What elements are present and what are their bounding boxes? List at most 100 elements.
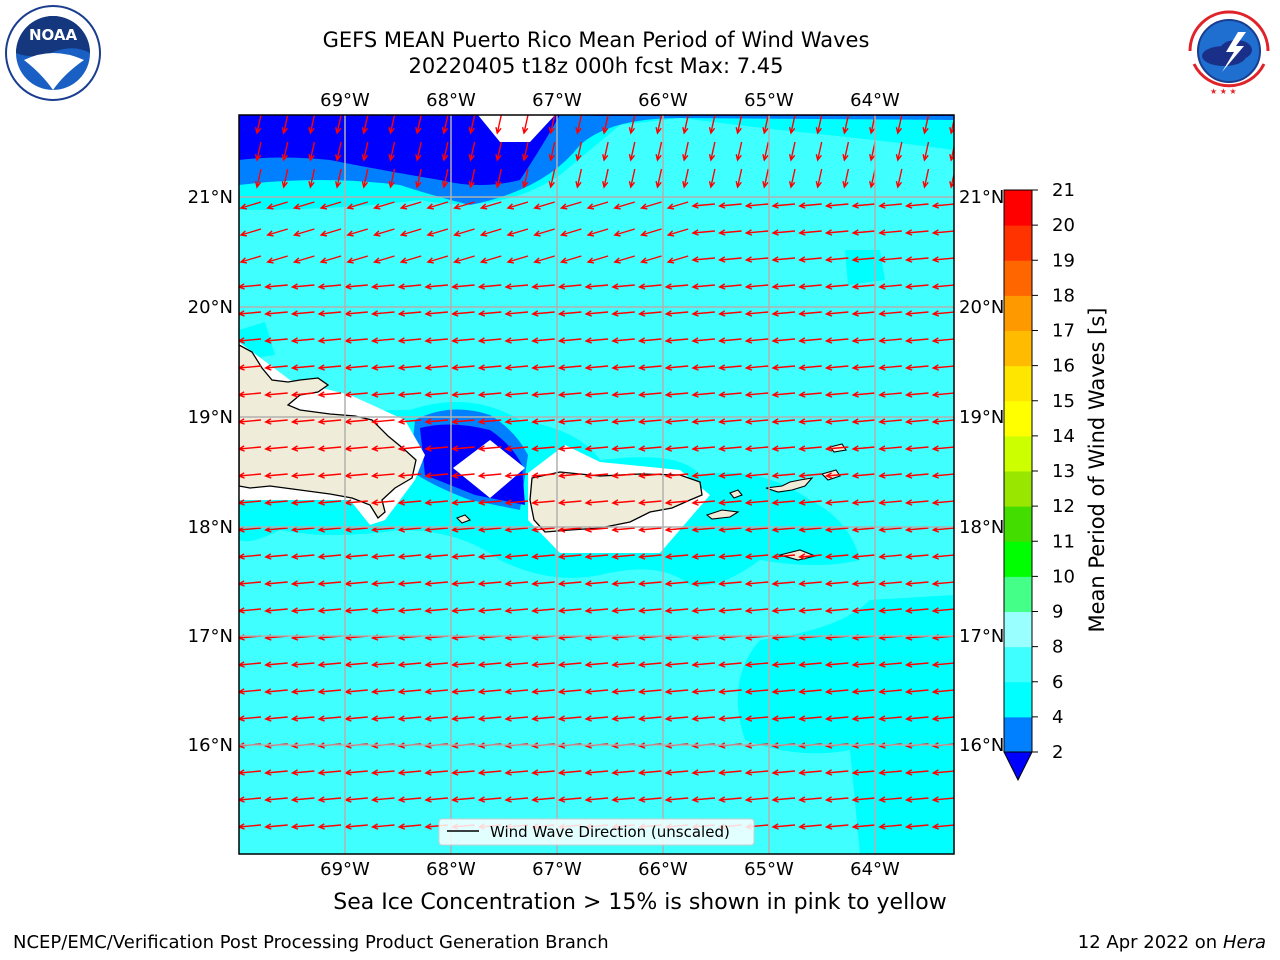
no-data-region-north [478,115,555,142]
wave-direction-arrow [611,607,635,614]
wave-direction-arrow [450,310,475,317]
wave-direction-arrow [664,553,689,560]
wave-direction-arrow [611,715,635,722]
wave-direction-arrow [798,337,822,344]
wave-direction-arrow [584,472,609,479]
wave-direction-arrow [504,499,529,506]
wave-direction-arrow [290,796,315,803]
lat-label-right: 17°N [959,626,1004,647]
lon-label-top: 69°W [320,90,370,111]
wave-direction-arrow [504,310,529,317]
wave-direction-arrow [744,337,769,344]
wave-direction-arrow [613,255,636,264]
wave-direction-arrow [319,228,342,237]
wave-direction-arrow [557,769,582,776]
wave-direction-arrow [798,364,822,371]
wave-direction-arrow [904,310,929,317]
wave-direction-arrow [264,688,288,695]
wave-direction-arrow [317,310,342,317]
wave-direction-arrow [370,445,395,452]
wave-direction-arrow [504,580,529,587]
wave-direction-arrow [878,526,902,533]
wave-direction-arrow [771,202,796,209]
wave-direction-arrow [397,337,422,344]
wave-direction-arrow [317,823,342,830]
wave-direction-arrow [531,418,555,425]
wave-direction-arrow [771,796,796,803]
wave-direction-arrow [744,526,769,533]
wave-direction-arrow [717,553,742,560]
wave-direction-arrow [922,115,930,135]
wave-direction-arrow [477,715,502,722]
wave-direction-arrow [450,661,475,668]
wave-direction-arrow [399,255,422,264]
sea-ice-note: Sea Ice Concentration > 15% is shown in … [333,890,947,915]
wave-direction-arrow [370,472,395,479]
wave-direction-arrow [584,580,609,587]
wave-direction-arrow [346,228,369,237]
wave-direction-arrow [586,201,609,210]
wave-direction-arrow [415,168,422,189]
wave-direction-arrow [468,168,476,189]
wave-direction-arrow [292,228,315,237]
wave-direction-arrow [717,796,742,803]
wave-direction-arrow [477,499,502,506]
wave-direction-arrow [239,201,262,210]
wave-direction-arrow [397,580,422,587]
wave-direction-arrow [798,607,822,614]
colorbar-tick-label: 11 [1052,531,1075,552]
wave-direction-arrow [264,580,288,587]
wave-direction-arrow [735,168,743,189]
wave-direction-arrow [399,228,422,237]
wave-direction-arrow [584,688,609,695]
wave-direction-arrow [557,796,582,803]
wave-direction-arrow [851,310,876,317]
wave-direction-arrow [504,553,529,560]
wave-direction-arrow [584,607,609,614]
colorbar-tick-label: 8 [1052,637,1063,658]
wave-direction-arrow [717,337,742,344]
wave-direction-arrow [266,228,288,237]
wave-direction-arrow [584,769,609,776]
wave-direction-arrow [788,168,796,189]
wave-direction-arrow [346,201,369,210]
lat-label-right: 21°N [959,187,1004,208]
wave-direction-arrow [824,391,849,398]
wave-direction-arrow [664,607,689,614]
wave-direction-arrow [878,472,902,479]
colorbar-label: Mean Period of Wind Waves [s] [1085,307,1109,633]
wave-direction-arrow [664,283,689,290]
wave-direction-arrow [904,715,929,722]
wave-direction-arrow [531,796,555,803]
wave-direction-arrow [639,255,662,264]
wave-direction-arrow [904,661,929,668]
wave-direction-arrow [691,310,715,317]
wave-direction-arrow [611,661,635,668]
wave-direction-arrow [584,715,609,722]
wave-direction-arrow [717,391,742,398]
wave-direction-arrow [771,391,796,398]
wave-direction-arrow [611,526,635,533]
wave-direction-arrow [771,553,796,560]
colorbar-tick-label: 18 [1052,285,1075,306]
wave-direction-arrow [477,769,502,776]
wave-direction-arrow [361,115,369,135]
wave-direction-arrow [664,391,689,398]
wave-direction-arrow [666,228,689,237]
wave-direction-arrow [628,168,636,189]
wave-direction-arrow [931,229,954,236]
wave-direction-arrow [477,283,502,290]
wave-direction-arrow [495,141,502,162]
wave-direction-arrow [557,526,582,533]
wave-direction-arrow [717,526,742,533]
colorbar-segment [1004,435,1032,472]
wave-direction-arrow [878,445,902,452]
wave-direction-arrow [450,796,475,803]
wave-direction-arrow [264,472,288,479]
wave-direction-arrow [628,141,636,162]
wave-direction-arrow [904,769,929,776]
wave-direction-arrow [931,823,954,830]
wave-direction-arrow [239,823,262,830]
wave-direction-arrow [824,499,849,506]
wave-direction-arrow [691,391,715,398]
